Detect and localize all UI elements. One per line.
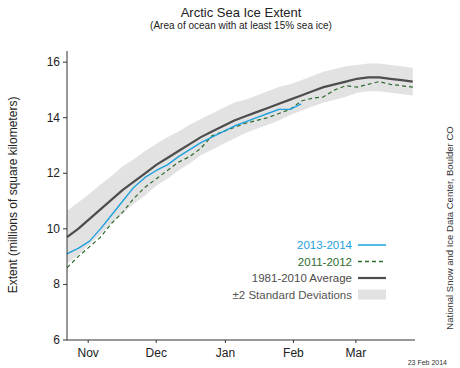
legend-swatch [358, 290, 386, 300]
chart: Arctic Sea Ice Extent(Area of ocean with… [0, 0, 460, 368]
y-tick-label: 16 [47, 55, 61, 69]
y-tick-label: 6 [53, 333, 60, 347]
series-line [67, 77, 413, 237]
page: {"chart_data": { "type": "line", "title"… [0, 0, 460, 368]
marks [67, 64, 413, 268]
x-tick [225, 340, 226, 343]
legend-swatch [358, 244, 386, 246]
x-tick-label: Jan [216, 346, 235, 360]
y-tick-label: 14 [47, 111, 61, 125]
legend-swatch [358, 261, 386, 263]
x-tick [293, 340, 294, 343]
source-note: National Snow and Ice Data Center, Bould… [444, 126, 455, 329]
x-tick-label: Mar [346, 346, 367, 360]
y-tick [63, 228, 67, 229]
legend-label: 2011-2012 [298, 256, 352, 268]
legend-swatch [358, 277, 386, 279]
y-tick-label: 8 [53, 277, 60, 291]
series-line [67, 104, 301, 254]
y-tick [63, 284, 67, 285]
legend: 2013-2014 2011-2012 1981-2010 Average ±2 St… [233, 239, 386, 301]
x-tick-label: Feb [283, 346, 304, 360]
x-tick [156, 340, 157, 343]
x-axis-line [67, 340, 415, 341]
date-note: 23 Feb 2014 [408, 359, 447, 366]
y-tick [63, 340, 67, 341]
legend-label: ±2 Standard Deviations [233, 289, 353, 301]
subtitle: (Area of ocean with at least 15% sea ice… [150, 20, 332, 31]
x-tick [355, 340, 356, 343]
std-band [67, 64, 413, 264]
y-axis-label: Extent (millions of square kilometers) [6, 97, 20, 294]
x-tick-label: Nov [78, 346, 99, 360]
y-tick [63, 62, 67, 63]
x-tick [88, 340, 89, 343]
legend-label: 2013-2014 [297, 239, 353, 251]
legend-label: 1981-2010 Average [252, 272, 352, 284]
y-tick [63, 173, 67, 174]
y-tick-label: 12 [47, 166, 61, 180]
title: Arctic Sea Ice Extent [181, 5, 302, 20]
x-tick-label: Dec [146, 346, 167, 360]
y-tick [63, 117, 67, 118]
y-tick-label: 10 [47, 222, 61, 236]
y-axis-line [67, 51, 68, 340]
series-line [67, 82, 413, 268]
